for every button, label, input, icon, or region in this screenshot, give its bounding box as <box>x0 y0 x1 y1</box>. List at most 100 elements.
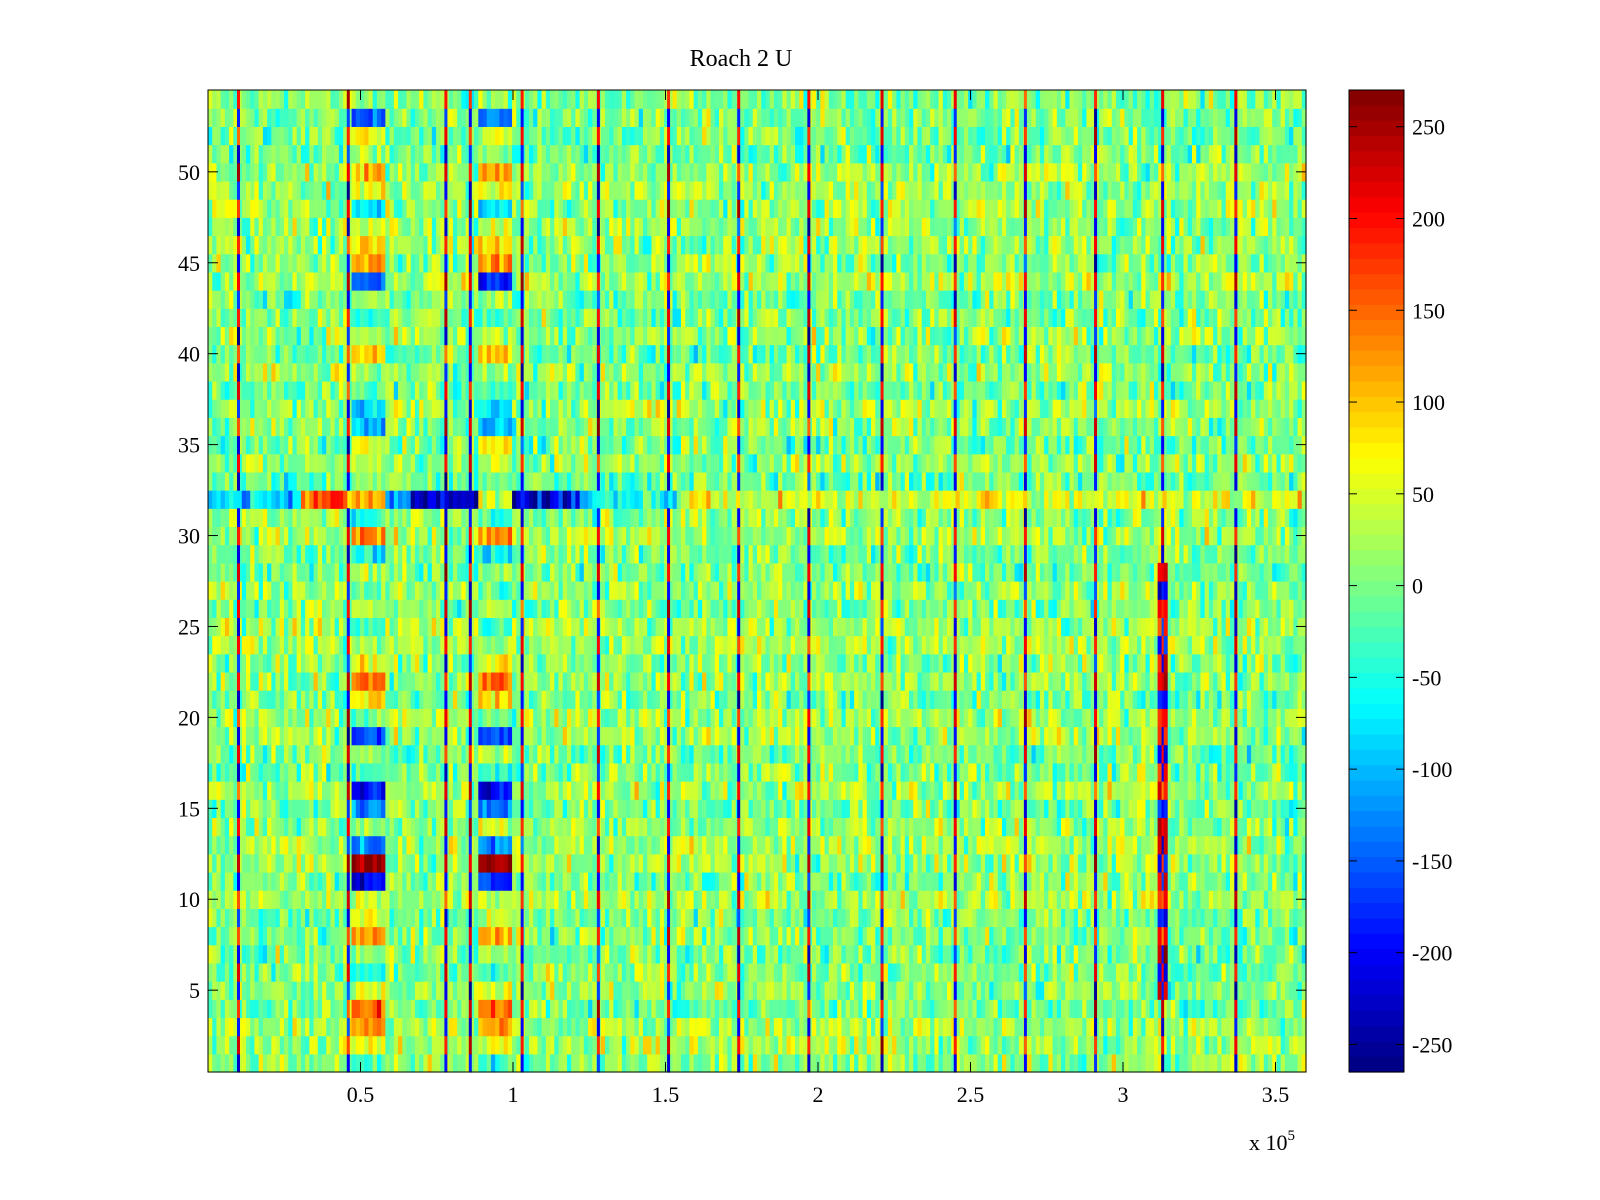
heatmap-cell <box>558 1017 564 1037</box>
heatmap-cell <box>1217 1053 1223 1073</box>
heatmap-cell <box>1010 999 1016 1019</box>
heatmap-cell <box>381 999 386 1019</box>
heatmap-cell <box>541 908 547 928</box>
heatmap-cell <box>334 1035 340 1055</box>
heatmap-cell <box>1056 908 1062 928</box>
heatmap-cell <box>398 871 403 891</box>
heatmap-cell <box>275 926 281 946</box>
heatmap-cell <box>921 1053 927 1073</box>
heatmap-cell <box>782 762 788 782</box>
heatmap-cell <box>512 781 517 800</box>
heatmap-cell <box>364 835 370 855</box>
heatmap-cell <box>769 981 775 1000</box>
heatmap-cell <box>655 744 661 764</box>
heatmap-cell <box>718 853 724 873</box>
heatmap-cell <box>972 1035 978 1055</box>
heatmap-cell <box>1099 835 1104 855</box>
heatmap-cell <box>571 890 576 909</box>
heatmap-cell <box>697 962 703 982</box>
heatmap-cell <box>499 944 505 964</box>
heatmap-cell <box>1010 762 1016 782</box>
heatmap-cell <box>1204 799 1210 819</box>
heatmap-cell <box>1153 853 1159 873</box>
heatmap-cell <box>292 744 298 764</box>
heatmap-cell <box>1149 781 1155 800</box>
heatmap-cell <box>1082 781 1087 800</box>
heatmap-cell <box>1221 853 1227 873</box>
heatmap-cell <box>1246 726 1252 746</box>
heatmap-cell <box>913 999 919 1019</box>
heatmap-cell <box>925 890 931 909</box>
heatmap-cell <box>440 926 446 946</box>
heatmap-cell <box>495 853 500 873</box>
heatmap-cell <box>1065 726 1071 746</box>
heatmap-cell <box>1035 853 1041 873</box>
heatmap-cell <box>1191 762 1197 782</box>
heatmap-cell <box>1229 981 1235 1000</box>
heatmap-cell <box>414 1035 420 1055</box>
heatmap-cell <box>642 981 648 1000</box>
heatmap-cell <box>845 1053 851 1073</box>
heatmap-cell <box>680 781 686 800</box>
heatmap-cell <box>959 744 965 764</box>
heatmap-cell <box>1039 835 1045 855</box>
heatmap-cell <box>372 981 378 1000</box>
heatmap-cell <box>744 853 750 873</box>
heatmap-cell <box>1170 871 1176 891</box>
heatmap-cell <box>343 981 348 1000</box>
heatmap-cell <box>862 890 868 909</box>
heatmap-cell <box>1014 871 1020 891</box>
heatmap-cell <box>980 962 986 982</box>
heatmap-cell <box>288 762 294 782</box>
heatmap-cell <box>1225 781 1231 800</box>
heatmap-cell <box>271 1053 277 1073</box>
heatmap-cell <box>402 708 408 728</box>
heatmap-cell <box>385 981 391 1000</box>
heatmap-cell <box>1132 781 1138 800</box>
heatmap-cell <box>1200 1017 1206 1037</box>
heatmap-cell <box>985 908 990 928</box>
heatmap-cell <box>1179 890 1185 909</box>
heatmap-cell <box>1086 853 1092 873</box>
heatmap-cell <box>1014 944 1020 964</box>
heatmap-cell <box>685 781 691 800</box>
heatmap-cell <box>714 817 720 837</box>
heatmap-cell <box>811 726 817 746</box>
heatmap-cell <box>942 744 948 764</box>
heatmap-cell <box>955 762 961 782</box>
heatmap-cell <box>592 1017 598 1037</box>
heatmap-cell <box>579 999 585 1019</box>
heatmap-cell <box>305 944 310 964</box>
heatmap-cell <box>1289 999 1294 1019</box>
heatmap-cell <box>465 908 471 928</box>
heatmap-cell <box>769 799 775 819</box>
heatmap-cell <box>968 799 973 819</box>
heatmap-cell <box>271 926 277 946</box>
heatmap-cell <box>845 835 851 855</box>
heatmap-cell <box>1077 762 1083 782</box>
heatmap-cell <box>317 944 323 964</box>
heatmap-cell <box>431 835 437 855</box>
heatmap-cell <box>313 781 319 800</box>
heatmap-cell <box>279 944 285 964</box>
heatmap-cell <box>330 890 336 909</box>
heatmap-cell <box>461 999 467 1019</box>
heatmap-cell <box>896 908 902 928</box>
heatmap-cell <box>651 799 657 819</box>
heatmap-cell <box>216 926 222 946</box>
heatmap-cell <box>1099 744 1104 764</box>
heatmap-cell <box>934 726 940 746</box>
heatmap-cell <box>600 853 606 873</box>
heatmap-cell <box>448 962 454 982</box>
heatmap-cell <box>900 1053 906 1073</box>
heatmap-cell <box>955 835 961 855</box>
heatmap-cell <box>275 781 281 800</box>
heatmap-cell <box>647 962 653 982</box>
heatmap-cell <box>427 962 433 982</box>
heatmap-cell <box>896 1035 902 1055</box>
heatmap-cell <box>448 890 454 909</box>
heatmap-cell <box>275 944 281 964</box>
heatmap-cell <box>1153 726 1159 746</box>
heatmap-cell <box>1267 999 1273 1019</box>
